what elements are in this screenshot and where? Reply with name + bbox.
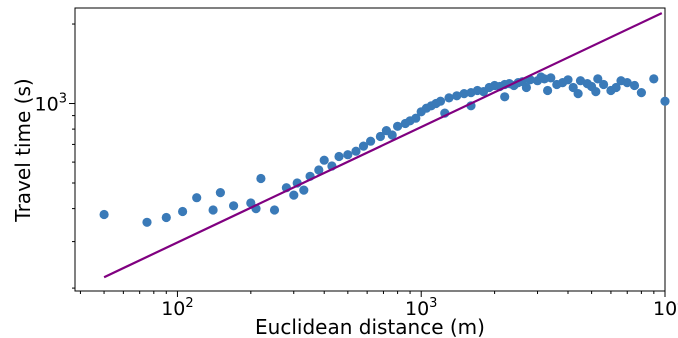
data-point (215, 188, 225, 198)
fit-line (103, 12, 663, 279)
data-point (593, 74, 603, 84)
y-axis-label: Travel time (s) (11, 78, 35, 222)
data-point (375, 131, 385, 142)
data-point (208, 205, 218, 215)
x-tick-label: 104 (653, 296, 678, 320)
data-point (660, 96, 670, 106)
x-tick-label: 103 (405, 296, 437, 320)
data-point (573, 89, 583, 99)
data-point (299, 185, 309, 195)
data-point (411, 113, 421, 123)
data-point (599, 79, 609, 90)
data-point (256, 173, 266, 184)
data-point (622, 78, 632, 88)
data-point (178, 206, 188, 217)
data-point (546, 73, 556, 83)
data-point (319, 155, 329, 165)
data-point (142, 217, 152, 227)
data-point (649, 74, 659, 84)
data-point (543, 85, 553, 96)
data-point (636, 88, 647, 98)
data-point (452, 91, 462, 101)
data-point (334, 151, 344, 162)
data-point (435, 96, 446, 106)
data-point (444, 93, 454, 103)
data-point (99, 209, 109, 220)
data-point (591, 87, 601, 97)
data-point (314, 165, 324, 175)
data-point (459, 89, 469, 99)
y-axis-ticks: 103 (35, 23, 75, 289)
data-point (611, 82, 621, 93)
data-points (99, 72, 670, 227)
data-point (358, 141, 369, 151)
data-point (387, 130, 397, 140)
data-point (536, 72, 546, 82)
data-point (269, 205, 280, 215)
x-axis-ticks: 102 103 104 (79, 291, 678, 320)
data-point (568, 82, 578, 93)
data-point (289, 190, 299, 200)
data-point (351, 146, 361, 156)
data-point (563, 75, 573, 85)
data-point (393, 121, 403, 131)
data-point (229, 201, 239, 211)
data-point (500, 92, 510, 102)
data-point (366, 136, 376, 146)
y-tick-label: 103 (35, 92, 67, 116)
x-tick-label: 102 (161, 296, 193, 320)
data-point (629, 80, 640, 91)
data-point (161, 212, 171, 223)
data-point (192, 193, 202, 203)
data-point (521, 82, 532, 93)
data-point (343, 150, 353, 160)
x-axis-label: Euclidean distance (m) (255, 315, 485, 338)
